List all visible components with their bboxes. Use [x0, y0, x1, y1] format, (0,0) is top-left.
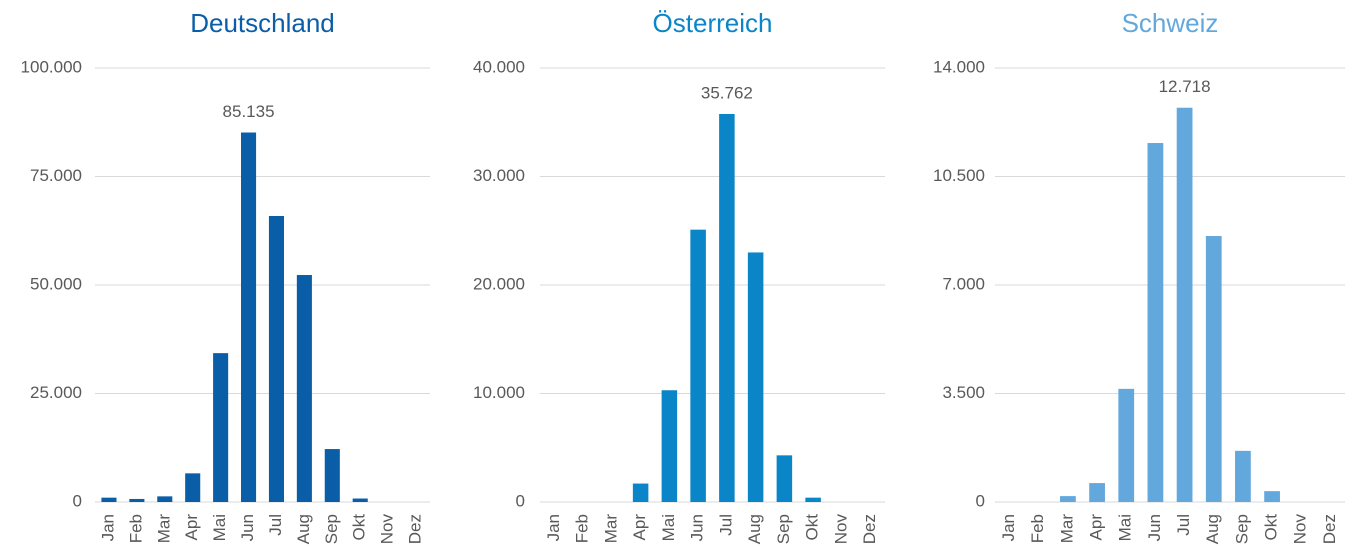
y-tick-label: 10.000 [473, 383, 525, 402]
y-tick-label: 40.000 [473, 57, 525, 76]
bar [1060, 496, 1076, 502]
bar [1235, 450, 1251, 502]
x-tick-label: Jan [999, 514, 1018, 541]
x-tick-label: Mar [1057, 514, 1076, 544]
chart-title: Schweiz [1122, 8, 1219, 38]
bar [1205, 236, 1222, 502]
x-tick-label: Mar [154, 514, 173, 544]
y-tick-label: 20.000 [473, 274, 525, 293]
chart-title: Deutschland [190, 8, 335, 38]
x-tick-label: Apr [182, 514, 201, 541]
bar [324, 449, 340, 502]
value-label: 12.718 [1159, 77, 1211, 96]
x-tick-label: Sep [1232, 514, 1251, 544]
x-tick-label: Sep [774, 514, 793, 544]
x-tick-label: Feb [573, 514, 592, 543]
chart-title: Österreich [653, 8, 773, 38]
x-tick-label: Feb [1028, 514, 1047, 543]
bar [241, 132, 257, 502]
y-tick-label: 0 [516, 491, 525, 510]
x-tick-label: Dez [406, 514, 425, 544]
y-tick-label: 0 [73, 491, 82, 510]
bar [1176, 107, 1193, 502]
y-tick-label: 10.500 [933, 166, 985, 185]
x-tick-label: Jul [716, 514, 735, 536]
bar [747, 252, 764, 502]
x-tick-label: Apr [630, 514, 649, 541]
bar [129, 498, 145, 502]
x-tick-label: Okt [350, 514, 369, 541]
x-tick-label: Mai [210, 514, 229, 541]
x-tick-label: Dez [1320, 514, 1339, 544]
y-tick-label: 3.500 [942, 383, 985, 402]
bar [805, 497, 821, 502]
x-tick-label: Dez [860, 514, 879, 544]
bar [157, 496, 173, 502]
bar [776, 455, 793, 502]
x-tick-label: Sep [322, 514, 341, 544]
x-tick-label: Jun [688, 514, 707, 541]
x-tick-label: Nov [831, 514, 850, 545]
bar [268, 215, 284, 502]
x-tick-label: Nov [378, 514, 397, 545]
x-tick-label: Jun [238, 514, 257, 541]
y-tick-label: 25.000 [30, 383, 82, 402]
y-tick-label: 0 [976, 491, 985, 510]
x-tick-label: Jun [1145, 514, 1164, 541]
x-tick-label: Jul [266, 514, 285, 536]
x-tick-label: Jan [98, 514, 117, 541]
bar [1264, 491, 1280, 502]
y-tick-label: 7.000 [942, 274, 985, 293]
bar [719, 113, 735, 502]
value-label: 35.762 [701, 83, 753, 102]
bar [661, 390, 678, 502]
y-tick-label: 100.000 [21, 57, 82, 76]
bar [1118, 388, 1135, 502]
bar [632, 483, 649, 502]
bar [1089, 483, 1105, 502]
bar [185, 473, 201, 502]
y-tick-label: 75.000 [30, 166, 82, 185]
x-tick-label: Nov [1291, 514, 1310, 545]
x-tick-label: Mai [659, 514, 678, 541]
bar [1147, 143, 1164, 502]
x-tick-label: Jul [1174, 514, 1193, 536]
bar [352, 498, 368, 502]
x-tick-label: Aug [294, 514, 313, 544]
bar [296, 275, 312, 502]
y-tick-label: 50.000 [30, 274, 82, 293]
value-label: 85.135 [223, 102, 275, 121]
x-tick-label: Aug [1203, 514, 1222, 544]
x-tick-label: Mai [1116, 514, 1135, 541]
x-tick-label: Aug [745, 514, 764, 544]
bar [213, 353, 229, 502]
x-tick-label: Okt [1262, 514, 1281, 541]
bar [690, 229, 706, 503]
x-tick-label: Jan [544, 514, 563, 541]
x-tick-label: Feb [126, 514, 145, 543]
x-tick-label: Mar [601, 514, 620, 544]
x-tick-label: Okt [803, 514, 822, 541]
bar [101, 497, 117, 502]
y-tick-label: 30.000 [473, 166, 525, 185]
y-tick-label: 14.000 [933, 57, 985, 76]
x-tick-label: Apr [1087, 514, 1106, 541]
